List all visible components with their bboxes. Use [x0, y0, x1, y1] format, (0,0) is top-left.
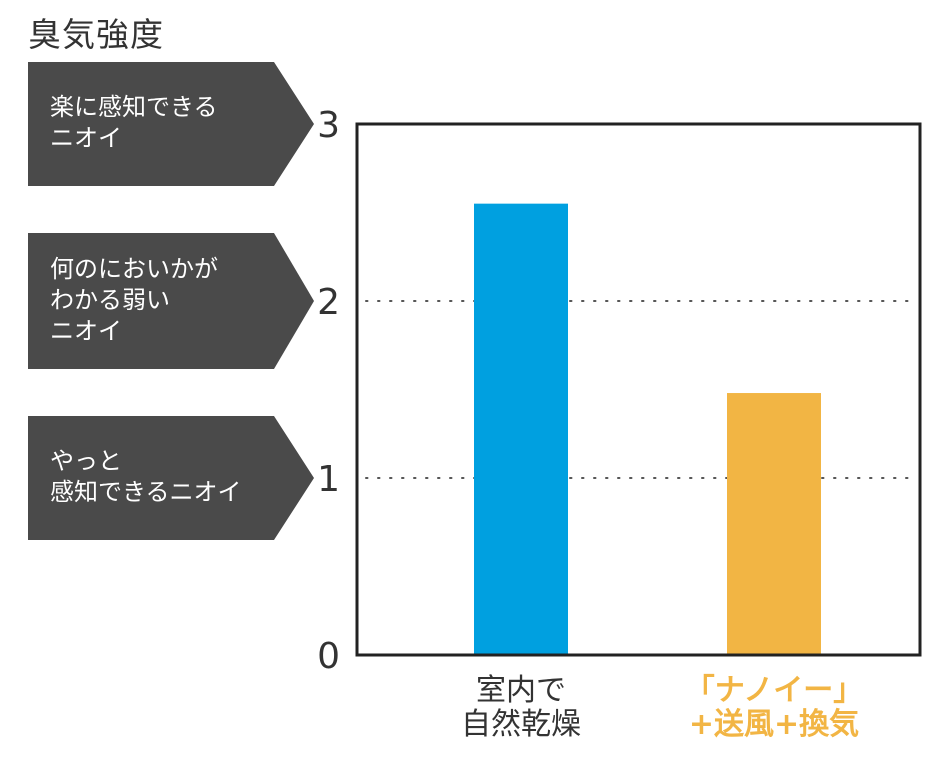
level-callout-3: 楽に感知できる ニオイ [28, 62, 314, 186]
callout-line-2: ニオイ [50, 316, 122, 345]
callout-line-0: 何のにおいかが [50, 254, 218, 283]
category-label-1-line-1: +送風+換気 [689, 707, 859, 742]
callout-arrow-shape [28, 62, 314, 186]
y-tick-label-1: 1 [317, 459, 340, 500]
callout-line-1: わかる弱い [50, 285, 170, 314]
callout-arrow-polygon [28, 62, 314, 186]
callout-line-0: やっと [50, 447, 122, 475]
callout-text: 何のにおいかが わかる弱い ニオイ [50, 254, 274, 347]
callout-text: やっと感知できるニオイ [50, 446, 274, 508]
callout-arrow-polygon [28, 233, 314, 369]
callout-text: 楽に感知できる ニオイ [50, 92, 274, 154]
callout-line-0: 楽に感知できる [50, 93, 218, 121]
callout-arrow-polygon [28, 416, 314, 540]
callout-arrow-shape [28, 416, 314, 540]
callout-arrow-shape [28, 233, 314, 369]
level-callout-1: やっと感知できるニオイ [28, 416, 314, 540]
y-tick-label-0: 0 [317, 636, 340, 677]
bar-0 [474, 203, 568, 655]
category-label-1-line-0: 「ナノイー」 [685, 673, 864, 708]
y-tick-label-3: 3 [317, 105, 340, 146]
chart-title: 臭気強度 [28, 15, 164, 54]
category-label-0-line-1: 自然乾燥 [461, 707, 581, 742]
callout-line-1: 感知できるニオイ [50, 478, 242, 506]
callout-line-1: ニオイ [50, 124, 122, 152]
bar-1 [727, 393, 821, 655]
level-callout-2: 何のにおいかが わかる弱い ニオイ [28, 233, 314, 369]
y-tick-label-2: 2 [317, 282, 340, 323]
category-label-0-line-0: 室内で [476, 673, 566, 708]
plot-frame [355, 122, 922, 657]
